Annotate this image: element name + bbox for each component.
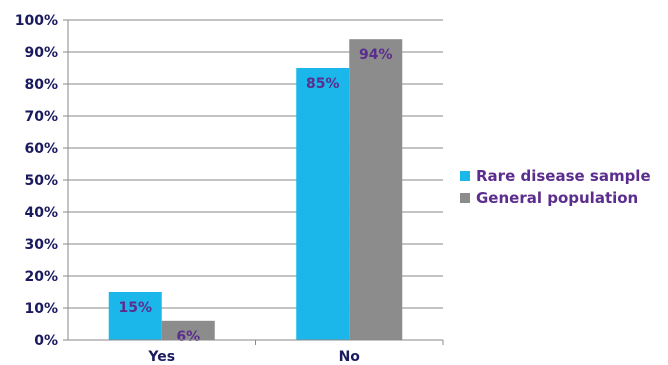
legend-label: Rare disease sample — [476, 167, 651, 185]
x-tick-label: No — [339, 349, 361, 365]
y-tick-label: 20% — [24, 269, 58, 285]
y-tick-label: 70% — [24, 109, 58, 125]
legend-item-rare-disease-sample: Rare disease sample — [460, 165, 651, 187]
y-axis: 0% 10% 20% 30% 40% 50% 60% 70% 80% 90% 100% — [15, 13, 69, 349]
gridlines — [68, 19, 443, 309]
legend-swatch-rare-disease-sample — [460, 171, 470, 181]
legend-label: General population — [476, 189, 639, 207]
y-tick-label: 90% — [24, 45, 58, 61]
y-tick-label: 0% — [34, 333, 58, 349]
legend-swatch-general-population — [460, 193, 470, 203]
bar-yes-series-0 — [108, 292, 162, 340]
x-tick-label: Yes — [147, 349, 175, 365]
bars — [108, 39, 403, 340]
data-label: 85% — [306, 76, 340, 92]
y-tick-label: 30% — [24, 237, 58, 253]
data-label: 15% — [118, 300, 152, 316]
y-tick-label: 10% — [24, 301, 58, 317]
data-labels: 15% 6% 85% 94% — [118, 47, 392, 345]
bar-no-series-0 — [296, 68, 350, 340]
legend-item-general-population: General population — [460, 187, 651, 209]
y-tick-label: 100% — [15, 13, 58, 29]
y-tick-label: 60% — [24, 141, 58, 157]
x-axis: Yes No — [68, 339, 444, 365]
legend: Rare disease sample General population — [460, 165, 651, 209]
bar-yes-series-1 — [161, 320, 215, 340]
y-tick-label: 80% — [24, 77, 58, 93]
data-label: 6% — [176, 329, 200, 345]
y-tick-label: 50% — [24, 173, 58, 189]
y-tick-label: 40% — [24, 205, 58, 221]
bar-no-series-1 — [349, 39, 403, 340]
data-label: 94% — [359, 47, 393, 63]
